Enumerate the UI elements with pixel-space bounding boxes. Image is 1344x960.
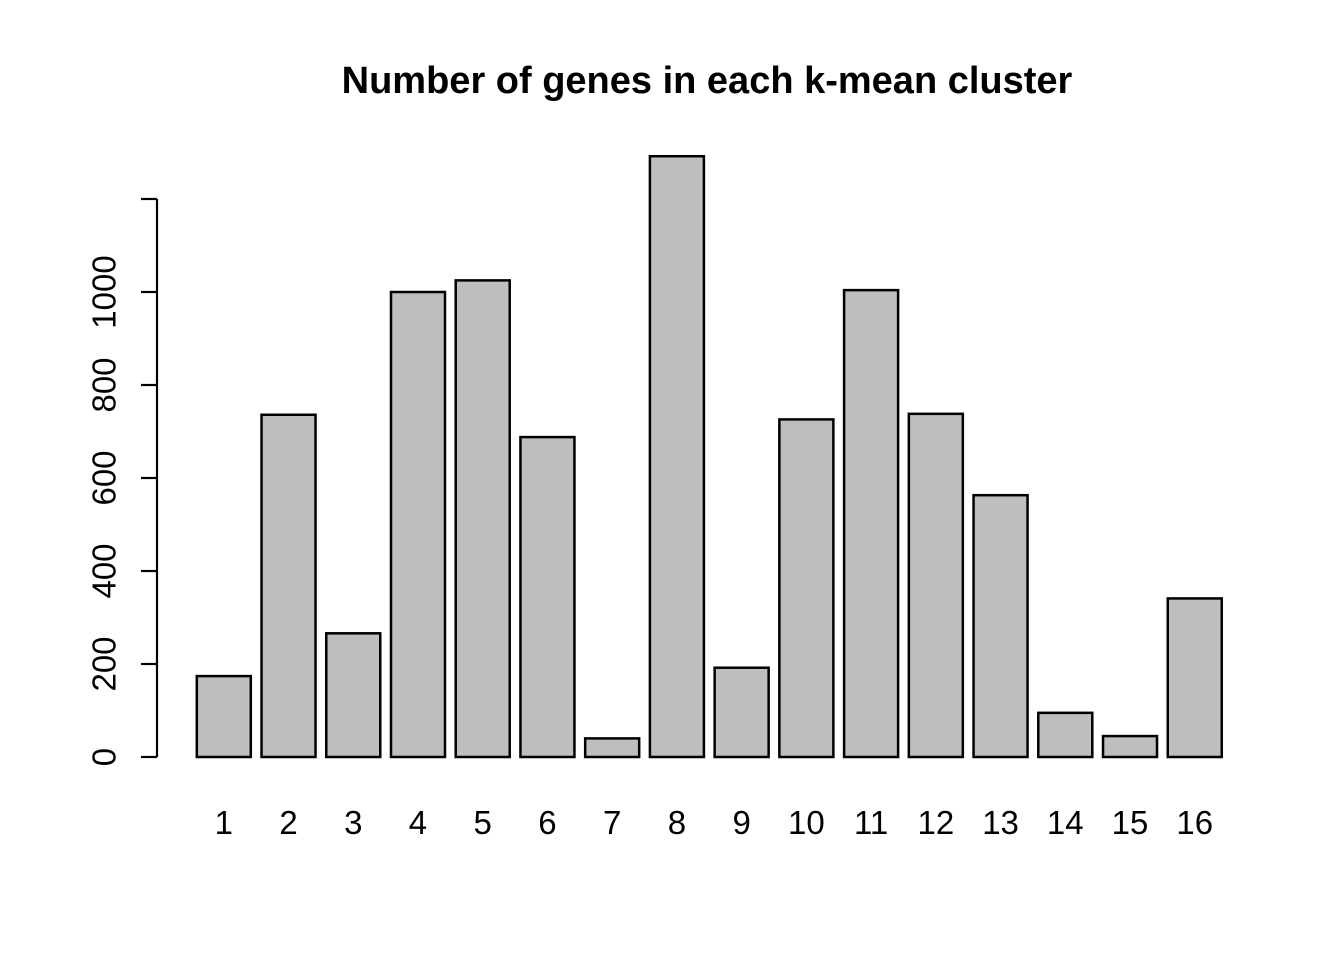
bar-cluster-13 <box>972 493 1029 759</box>
x-tick-label-15: 15 <box>1112 804 1149 841</box>
x-tick-label-10: 10 <box>788 804 825 841</box>
chart-title: Number of genes in each k-mean cluster <box>342 60 1073 102</box>
y-tick-label: 600 <box>86 450 123 505</box>
x-tick-label-12: 12 <box>917 804 954 841</box>
x-tick-label-5: 5 <box>474 804 492 841</box>
x-tick-label-7: 7 <box>603 804 621 841</box>
x-tick-label-4: 4 <box>409 804 427 841</box>
x-tick-label-16: 16 <box>1176 804 1213 841</box>
bar-cluster-11 <box>842 288 900 759</box>
bars-group <box>195 154 1223 759</box>
bar-cluster-8 <box>648 154 706 759</box>
bar-cluster-7 <box>583 737 641 759</box>
bar-cluster-1 <box>195 674 253 759</box>
y-tick-label: 200 <box>86 636 123 691</box>
bar-cluster-16 <box>1166 597 1223 759</box>
bar-cluster-12 <box>907 412 965 759</box>
y-tick-label: 800 <box>86 357 123 412</box>
bar-cluster-6 <box>519 435 576 759</box>
x-tick-label-3: 3 <box>344 804 362 841</box>
x-tick-label-11: 11 <box>854 804 888 841</box>
y-tick-label: 0 <box>86 748 123 766</box>
x-tick-label-14: 14 <box>1047 804 1084 841</box>
bar-cluster-2 <box>260 413 317 759</box>
x-tick-label-8: 8 <box>668 804 686 841</box>
bar-cluster-9 <box>713 666 770 759</box>
bar-cluster-5 <box>454 279 511 759</box>
x-tick-label-13: 13 <box>982 804 1019 841</box>
bar-cluster-14 <box>1037 711 1094 759</box>
bar-cluster-15 <box>1101 734 1159 759</box>
y-tick-label: 1000 <box>86 255 123 328</box>
x-tick-label-9: 9 <box>732 804 750 841</box>
x-axis-labels: 1 2 3 4 5 6 7 8 9 10 11 12 13 14 15 16 <box>215 804 1213 841</box>
x-tick-label-1: 1 <box>215 804 233 841</box>
x-tick-label-6: 6 <box>538 804 556 841</box>
y-axis: 0 200 400 600 800 1000 <box>86 197 159 766</box>
y-tick-label: 400 <box>86 543 123 598</box>
bar-cluster-10 <box>778 418 835 759</box>
x-tick-label-2: 2 <box>279 804 297 841</box>
bar-cluster-3 <box>325 632 382 759</box>
bar-cluster-4 <box>389 290 447 759</box>
